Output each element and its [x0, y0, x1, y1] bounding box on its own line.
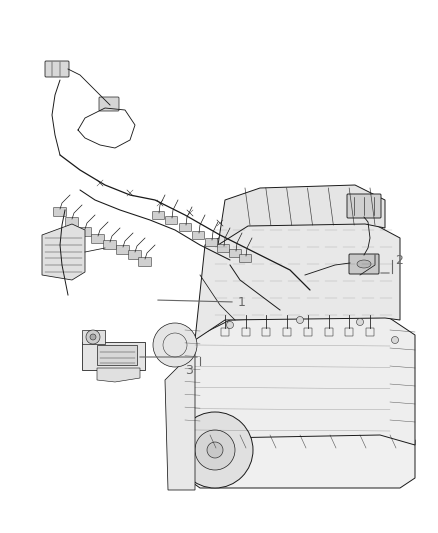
Polygon shape — [42, 224, 85, 280]
Circle shape — [90, 334, 96, 340]
Polygon shape — [185, 315, 415, 450]
FancyBboxPatch shape — [128, 251, 141, 260]
Polygon shape — [165, 350, 195, 490]
Text: 2: 2 — [395, 254, 403, 266]
FancyBboxPatch shape — [152, 212, 165, 220]
Circle shape — [226, 321, 233, 328]
Polygon shape — [82, 330, 105, 344]
FancyBboxPatch shape — [92, 235, 105, 244]
Polygon shape — [82, 342, 145, 370]
FancyBboxPatch shape — [103, 240, 117, 249]
Circle shape — [357, 319, 364, 326]
Circle shape — [153, 323, 197, 367]
Circle shape — [177, 412, 253, 488]
Circle shape — [297, 317, 304, 324]
Circle shape — [392, 336, 399, 343]
Text: 3: 3 — [185, 364, 193, 376]
Polygon shape — [182, 430, 415, 488]
FancyBboxPatch shape — [53, 207, 67, 216]
Circle shape — [86, 330, 100, 344]
FancyBboxPatch shape — [138, 257, 152, 266]
FancyBboxPatch shape — [347, 194, 381, 218]
FancyBboxPatch shape — [218, 245, 230, 253]
FancyBboxPatch shape — [205, 238, 218, 246]
Polygon shape — [97, 368, 140, 382]
FancyBboxPatch shape — [117, 246, 130, 254]
FancyBboxPatch shape — [166, 216, 177, 224]
FancyBboxPatch shape — [97, 345, 137, 365]
FancyBboxPatch shape — [358, 255, 376, 267]
FancyBboxPatch shape — [45, 61, 69, 77]
Circle shape — [195, 430, 235, 470]
FancyBboxPatch shape — [230, 249, 241, 257]
FancyBboxPatch shape — [240, 254, 251, 262]
Ellipse shape — [357, 260, 371, 268]
Polygon shape — [195, 222, 400, 340]
FancyBboxPatch shape — [78, 228, 92, 237]
FancyBboxPatch shape — [192, 231, 205, 239]
Circle shape — [207, 442, 223, 458]
FancyBboxPatch shape — [180, 223, 191, 231]
FancyBboxPatch shape — [66, 217, 78, 227]
Polygon shape — [218, 185, 385, 245]
FancyBboxPatch shape — [349, 254, 379, 274]
FancyBboxPatch shape — [99, 97, 119, 111]
Text: 1: 1 — [238, 295, 246, 309]
